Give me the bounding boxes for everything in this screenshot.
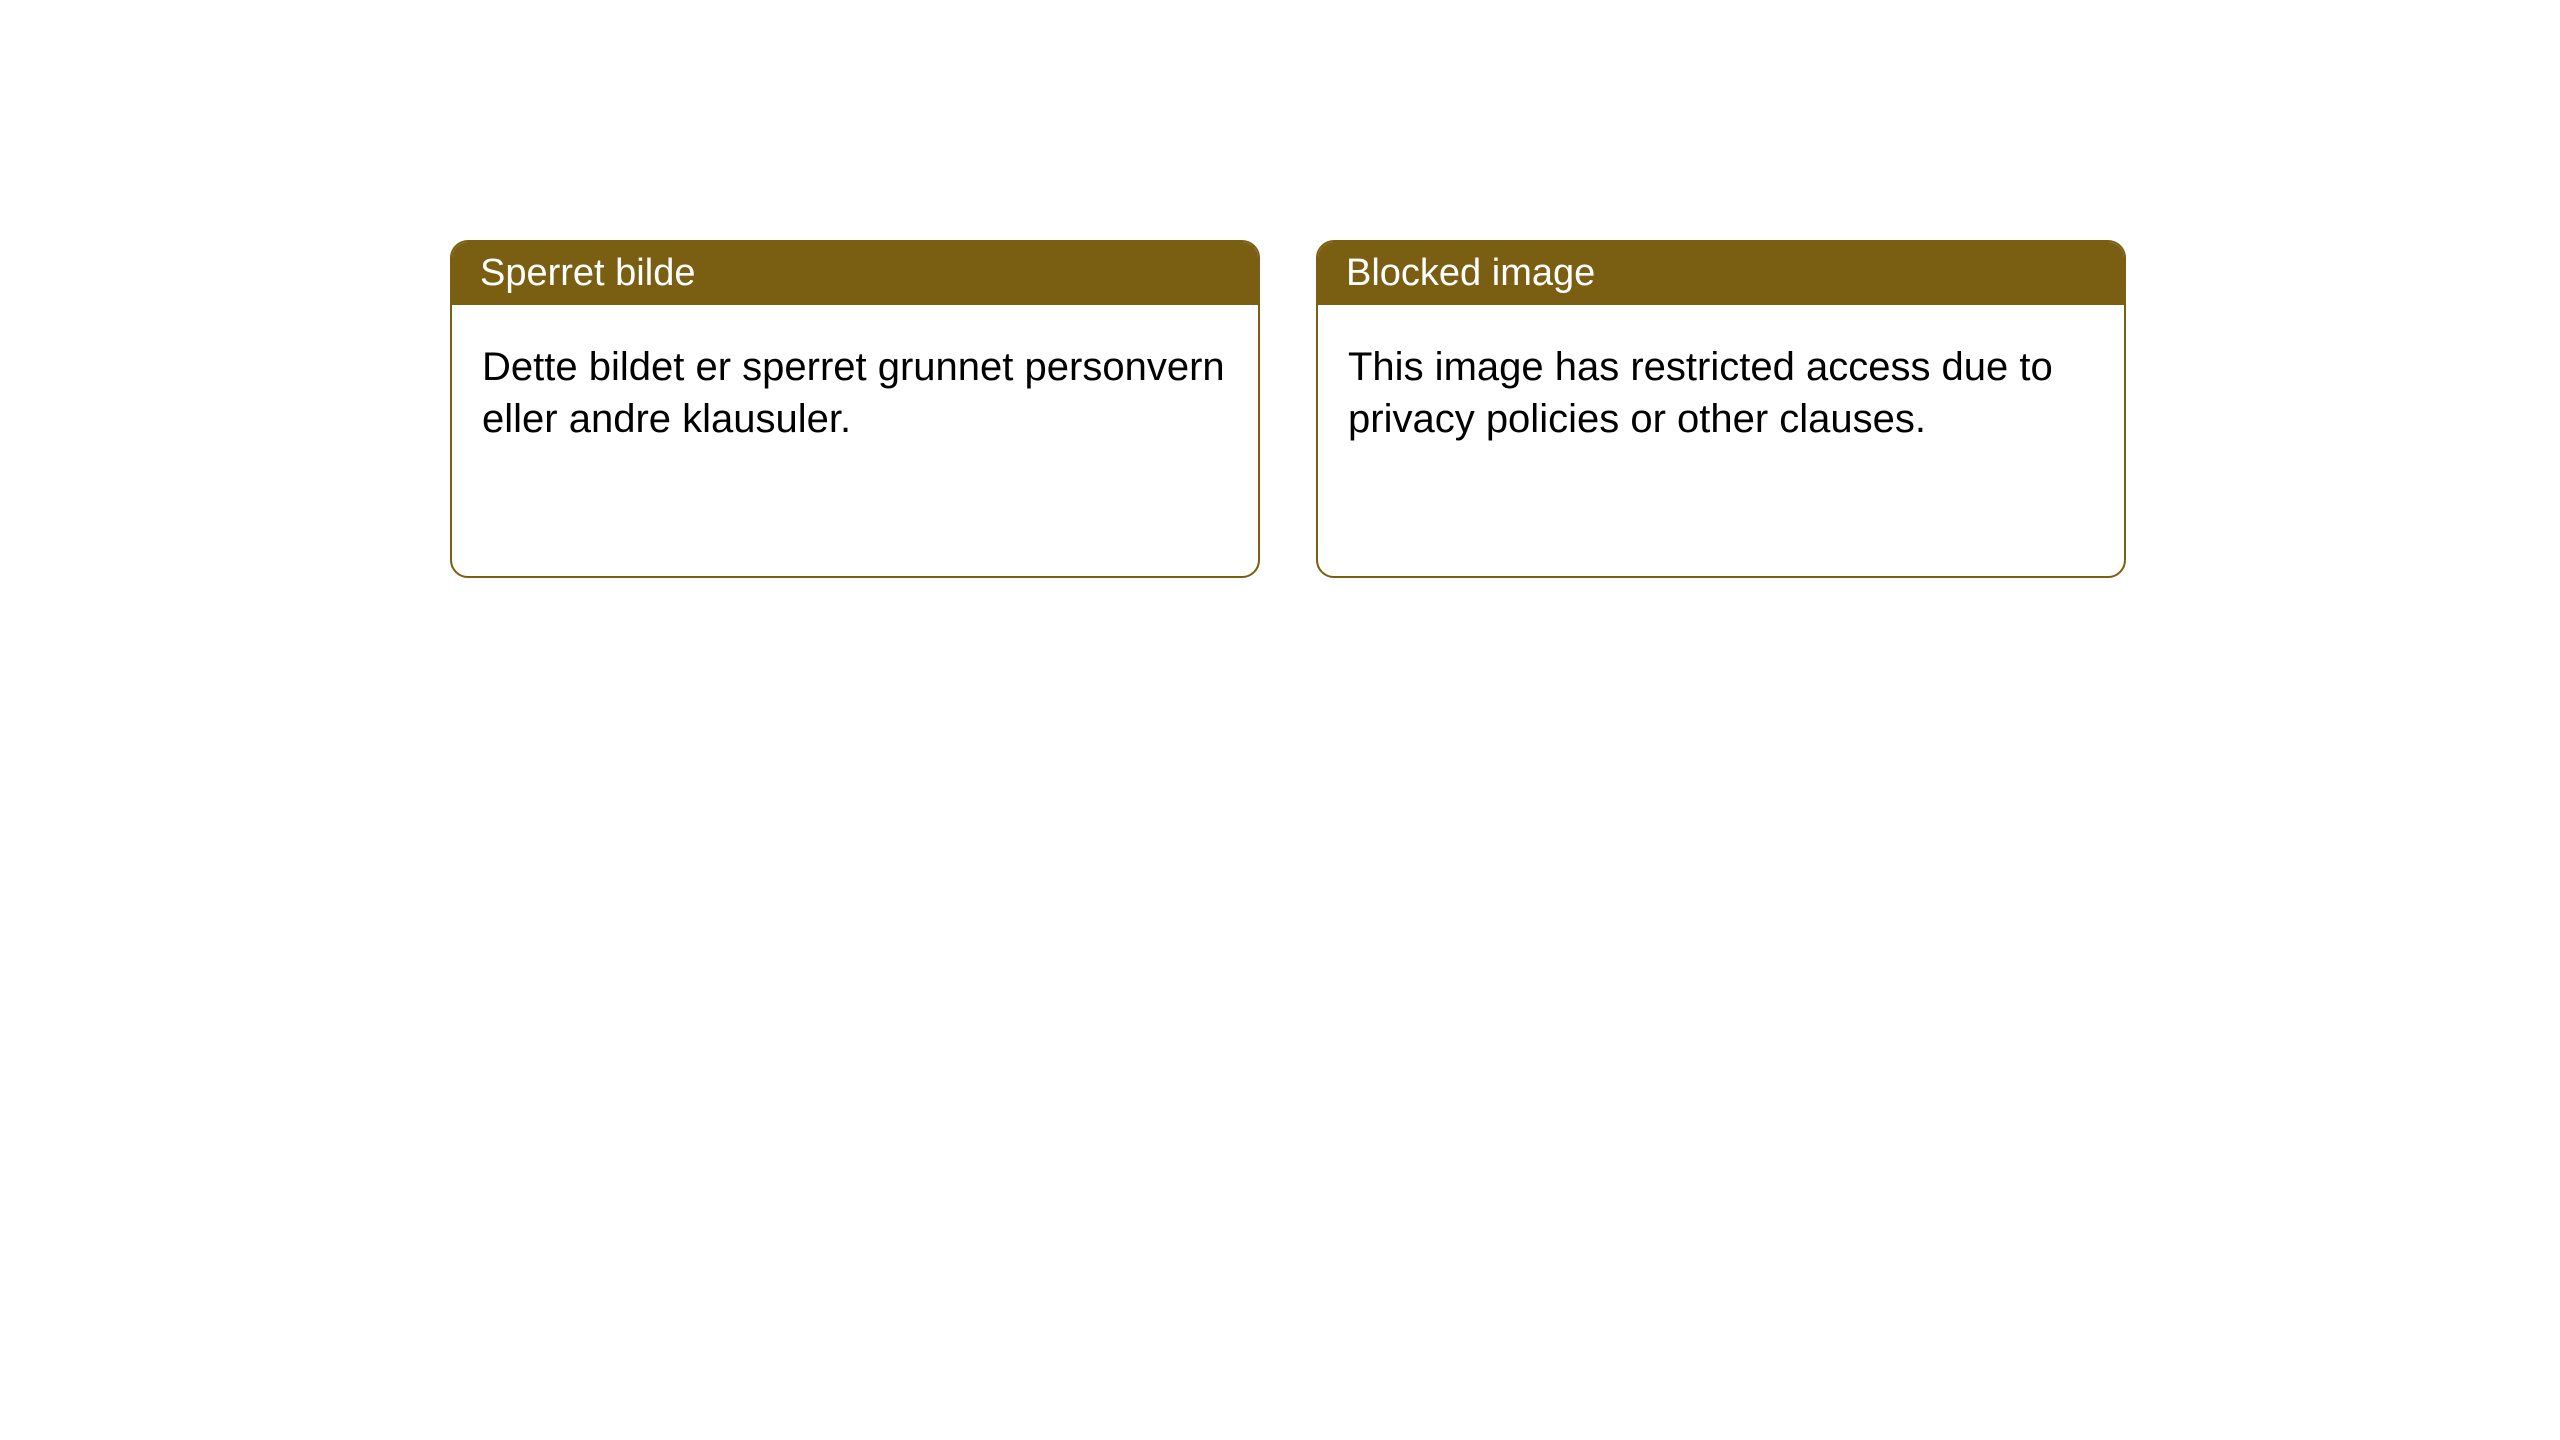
notice-header: Blocked image — [1318, 242, 2124, 305]
notice-body: Dette bildet er sperret grunnet personve… — [452, 305, 1258, 481]
notice-title: Blocked image — [1346, 252, 1595, 294]
notice-card-norwegian: Sperret bilde Dette bildet er sperret gr… — [450, 240, 1260, 578]
notice-body-text: Dette bildet er sperret grunnet personve… — [482, 345, 1225, 441]
notice-body: This image has restricted access due to … — [1318, 305, 2124, 481]
notice-container: Sperret bilde Dette bildet er sperret gr… — [0, 0, 2560, 578]
notice-card-english: Blocked image This image has restricted … — [1316, 240, 2126, 578]
notice-body-text: This image has restricted access due to … — [1348, 345, 2053, 441]
notice-title: Sperret bilde — [480, 252, 695, 294]
notice-header: Sperret bilde — [452, 242, 1258, 305]
